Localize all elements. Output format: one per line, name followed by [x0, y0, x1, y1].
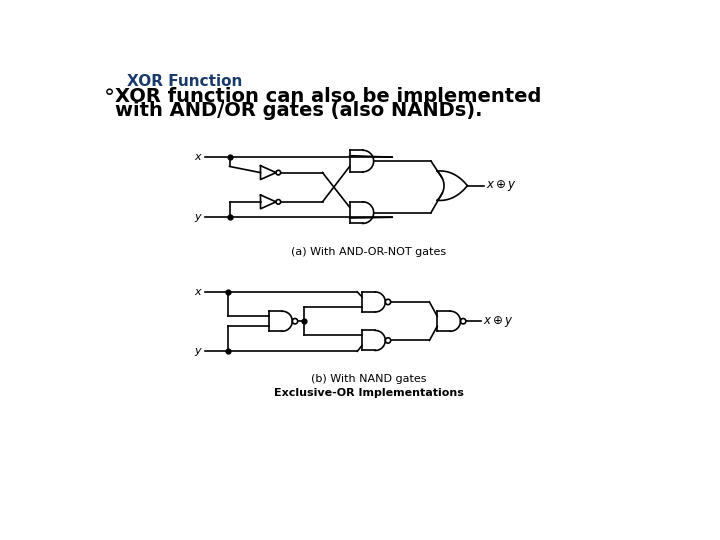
Text: $x \oplus y$: $x \oplus y$ [483, 314, 513, 329]
Text: x: x [194, 287, 201, 297]
Text: with AND/OR gates (also NANDs).: with AND/OR gates (also NANDs). [114, 101, 482, 120]
Text: x: x [194, 152, 201, 162]
Text: y: y [194, 212, 201, 222]
Text: $x \oplus y$: $x \oplus y$ [486, 178, 517, 193]
Text: °: ° [104, 88, 115, 108]
Text: (a) With AND-OR-NOT gates: (a) With AND-OR-NOT gates [292, 247, 446, 257]
Text: (b) With NAND gates: (b) With NAND gates [311, 374, 427, 384]
Text: y: y [194, 346, 201, 356]
Text: XOR function can also be implemented: XOR function can also be implemented [114, 87, 541, 106]
Text: XOR Function: XOR Function [127, 74, 243, 89]
Text: Exclusive-OR Implementations: Exclusive-OR Implementations [274, 388, 464, 398]
